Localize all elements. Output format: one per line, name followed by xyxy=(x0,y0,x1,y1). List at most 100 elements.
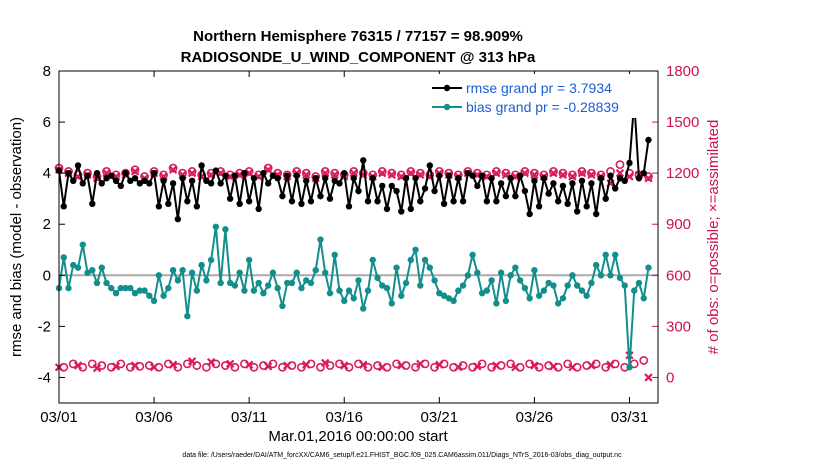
rmse-point xyxy=(341,169,348,177)
obs-possible-point xyxy=(102,167,111,176)
bias-point xyxy=(79,241,86,248)
obs-assimilated-point xyxy=(168,360,178,369)
rmse-point xyxy=(184,198,191,205)
rmse-point xyxy=(383,205,391,213)
bias-point xyxy=(231,282,239,289)
obs-assimilated-point xyxy=(168,165,178,174)
rmse-point xyxy=(174,215,182,223)
y-tick-label-left: 6 xyxy=(43,114,51,131)
rmse-point xyxy=(112,177,120,185)
bias-point xyxy=(188,269,196,276)
rmse-point xyxy=(374,198,381,205)
rmse-point xyxy=(317,192,324,200)
bias-point xyxy=(588,279,595,287)
bias-point xyxy=(274,284,281,292)
bias-point xyxy=(364,287,372,294)
bias-point xyxy=(592,261,600,269)
bias-point xyxy=(464,272,472,279)
rmse-point xyxy=(255,205,262,213)
obs-assimilated-point xyxy=(416,359,425,369)
bias-point xyxy=(207,256,215,264)
bias-point xyxy=(222,226,229,233)
rmse-point xyxy=(226,195,234,202)
obs-assimilated-point xyxy=(321,358,330,368)
obs-possible-point xyxy=(316,362,325,372)
rmse-point xyxy=(298,200,305,207)
chart-title-line2: RADIOSONDE_U_WIND_COMPONENT @ 313 hPa xyxy=(181,49,536,66)
obs-assimilated-point xyxy=(149,363,159,372)
obs-possible-point xyxy=(411,362,420,372)
rmse-point xyxy=(488,175,495,182)
rmse-point xyxy=(146,180,153,187)
bias-point xyxy=(141,287,148,294)
rmse-point xyxy=(550,180,557,187)
obs-assimilated-point xyxy=(187,357,197,366)
rmse-point xyxy=(312,175,319,182)
y-tick-label-left: -4 xyxy=(38,369,51,386)
rmse-point xyxy=(217,180,224,187)
rmse-point xyxy=(554,198,562,205)
rmse-point xyxy=(531,177,538,185)
rmse-point xyxy=(588,180,595,187)
rmse-point xyxy=(108,172,115,179)
rmse-point xyxy=(564,200,571,207)
obs-assimilated-point xyxy=(577,168,587,178)
obs-assimilated-point xyxy=(387,170,396,180)
rmse-point xyxy=(155,203,163,210)
rmse-point xyxy=(597,175,605,182)
y-tick-label-right: 0 xyxy=(666,369,674,386)
obs-assimilated-point xyxy=(302,170,311,180)
obs-assimilated-point xyxy=(283,361,292,370)
rmse-point xyxy=(455,175,462,182)
legend-bias-label: bias grand pr = -0.28839 xyxy=(466,99,619,115)
bias-point xyxy=(459,282,467,289)
legend: rmse grand pr = 3.7934 bias grand pr = -… xyxy=(428,74,656,118)
bias-point xyxy=(174,277,182,284)
obs-assimilated-point xyxy=(330,170,339,180)
bias-point xyxy=(531,267,538,274)
obs-possible-point xyxy=(320,167,330,176)
y-tick-label-left: 0 xyxy=(43,267,51,284)
bias-point xyxy=(122,284,129,292)
rmse-point xyxy=(540,175,548,182)
bias-point xyxy=(488,277,495,284)
rmse-point xyxy=(250,175,258,182)
rmse-point xyxy=(607,172,614,179)
bias-point xyxy=(516,277,524,284)
bias-point xyxy=(98,264,105,271)
bias-point xyxy=(127,284,134,292)
bias-point xyxy=(255,279,262,287)
rmse-point xyxy=(483,198,491,205)
obs-assimilated-point xyxy=(302,360,311,369)
bias-point xyxy=(279,302,286,310)
bias-point xyxy=(303,277,310,284)
rmse-point xyxy=(398,208,405,215)
rmse-point xyxy=(497,180,505,187)
rmse-point xyxy=(464,169,472,177)
rmse-point xyxy=(264,180,272,187)
bias-point xyxy=(602,251,609,259)
rmse-point xyxy=(507,175,514,182)
bias-point xyxy=(160,292,167,299)
bias-point xyxy=(236,269,243,276)
bias-point xyxy=(288,279,296,287)
rmse-point xyxy=(478,172,486,179)
bias-point xyxy=(417,282,424,289)
rmse-point xyxy=(331,177,338,185)
obs-assimilated-point xyxy=(435,360,444,369)
y-tick-label-right: 1200 xyxy=(666,165,699,182)
rmse-point xyxy=(122,169,129,177)
bias-point xyxy=(431,277,438,284)
obs-possible-point xyxy=(387,168,397,178)
rmse-point xyxy=(407,205,414,213)
obs-assimilated-point xyxy=(530,361,539,370)
obs-possible-point xyxy=(230,362,240,372)
rmse-point xyxy=(203,177,210,185)
bias-point xyxy=(621,282,628,289)
obs-possible-point xyxy=(87,359,97,369)
x-axis-label: Mar.01,2016 00:00:00 start xyxy=(268,428,448,445)
bias-point xyxy=(60,254,67,261)
obs-possible-point xyxy=(406,167,416,176)
rmse-point xyxy=(583,203,590,210)
bias-point xyxy=(640,295,647,302)
